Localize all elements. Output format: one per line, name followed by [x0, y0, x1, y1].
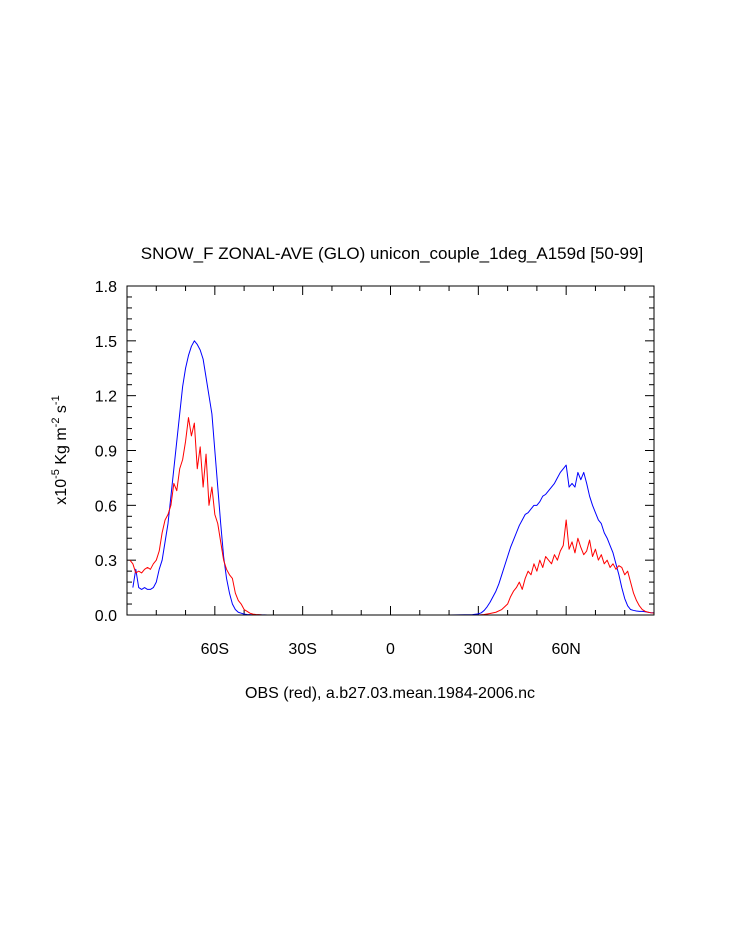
y-tick-labels: 0.0 0.3 0.6 0.9 1.2 1.5 1.8 — [95, 279, 117, 625]
axis-ticks — [127, 285, 654, 616]
x-axis-label: OBS (red), a.b27.03.mean.1984-2006.nc — [245, 685, 535, 702]
y-axis-label: x10-5 Kg m-2 s-1 — [50, 395, 70, 504]
y-tick-label: 1.5 — [95, 334, 117, 351]
y-tick-label: 0.9 — [95, 444, 117, 461]
y-axis-label-mid: Kg m — [53, 427, 70, 469]
x-tick-label: 30N — [464, 641, 493, 658]
x-tick-label: 0 — [386, 641, 395, 658]
chart-title: SNOW_F ZONAL-AVE (GLO) unicon_couple_1de… — [141, 244, 643, 263]
series-line-1 — [129, 417, 655, 616]
y-axis-label-exp2: -2 — [50, 418, 62, 428]
y-axis-label-prefix: x10 — [53, 479, 70, 505]
y-axis-label-exp3: -1 — [50, 395, 62, 405]
x-tick-label: 60S — [201, 641, 229, 658]
y-tick-label: 0.6 — [95, 498, 117, 515]
y-axis-label-mid2: s — [53, 405, 70, 417]
y-tick-label: 1.2 — [95, 389, 117, 406]
y-axis-label-exp1: -5 — [50, 469, 62, 479]
series-line-0 — [132, 340, 654, 616]
y-tick-label: 0.0 — [95, 608, 117, 625]
x-tick-label: 30S — [288, 641, 316, 658]
x-tick-label: 60N — [551, 641, 580, 658]
y-tick-label: 0.3 — [95, 553, 117, 570]
x-tick-labels: 60S 30S 0 30N 60N — [201, 641, 581, 658]
series-lines — [129, 340, 655, 616]
plot-frame — [126, 285, 655, 616]
y-tick-label: 1.8 — [95, 279, 117, 296]
